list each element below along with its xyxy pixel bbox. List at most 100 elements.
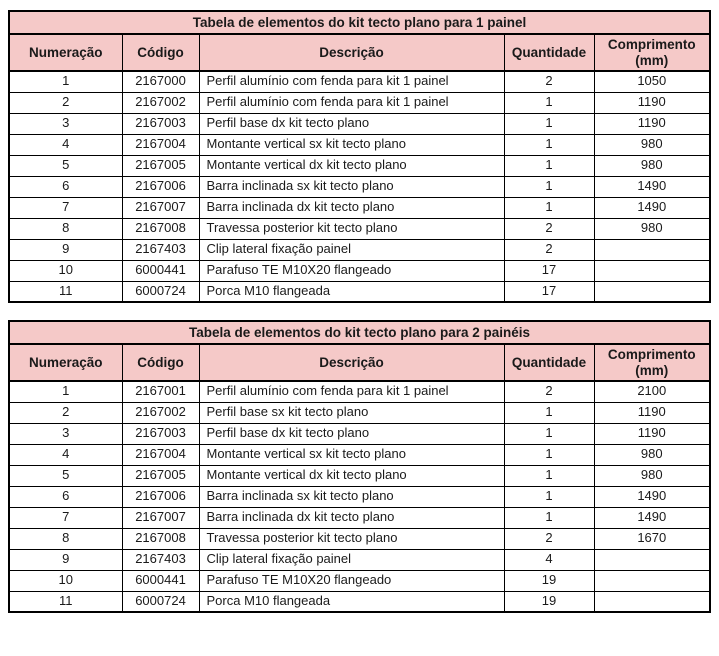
cell-codigo: 2167005 [121, 154, 200, 177]
cell-codigo: 2167002 [121, 91, 200, 114]
cell-comprimento: 1490 [593, 506, 711, 529]
cell-comprimento [593, 548, 711, 571]
table-header-row: Numeração Código Descrição Quantidade Co… [8, 33, 711, 72]
cell-quantidade: 2 [503, 217, 595, 240]
column-header-comprimento: Comprimento (mm) [593, 343, 711, 382]
cell-comprimento [593, 259, 711, 282]
cell-quantidade: 1 [503, 443, 595, 466]
cell-descricao: Barra inclinada dx kit tecto plano [198, 196, 505, 219]
cell-comprimento: 1190 [593, 91, 711, 114]
cell-codigo: 2167003 [121, 112, 200, 135]
table-row: 1 2167000 Perfil alumínio com fenda para k… [8, 70, 711, 93]
cell-descricao: Travessa posterior kit tecto plano [198, 527, 505, 550]
cell-quantidade: 1 [503, 133, 595, 156]
column-header-codigo: Código [121, 343, 200, 382]
cell-quantidade: 2 [503, 70, 595, 93]
table-row: 3 2167003 Perfil base dx kit tecto plano 1 1… [8, 422, 711, 445]
cell-quantidade: 1 [503, 464, 595, 487]
cell-quantidade: 1 [503, 196, 595, 219]
cell-descricao: Travessa posterior kit tecto plano [198, 217, 505, 240]
table-row: 10 6000441 Parafuso TE M10X20 flangeado 19 [8, 569, 711, 592]
cell-codigo: 2167008 [121, 527, 200, 550]
cell-codigo: 6000441 [121, 569, 200, 592]
table-row: 8 2167008 Travessa posterior kit tecto pla… [8, 527, 711, 550]
cell-numeracao: 7 [8, 196, 123, 219]
cell-comprimento: 1190 [593, 401, 711, 424]
table-row: 3 2167003 Perfil base dx kit tecto plano 1 1… [8, 112, 711, 135]
cell-descricao: Porca M10 flangeada [198, 280, 505, 303]
cell-comprimento: 1190 [593, 422, 711, 445]
cell-numeracao: 10 [8, 569, 123, 592]
cell-codigo: 2167005 [121, 464, 200, 487]
cell-comprimento: 1190 [593, 112, 711, 135]
cell-numeracao: 2 [8, 401, 123, 424]
cell-quantidade: 1 [503, 154, 595, 177]
table-row: 11 6000724 Porca M10 flangeada 17 [8, 280, 711, 303]
cell-codigo: 2167003 [121, 422, 200, 445]
cell-descricao: Parafuso TE M10X20 flangeado [198, 259, 505, 282]
cell-numeracao: 1 [8, 380, 123, 403]
cell-quantidade: 17 [503, 280, 595, 303]
cell-codigo: 2167004 [121, 133, 200, 156]
cell-quantidade: 4 [503, 548, 595, 571]
cell-codigo: 2167000 [121, 70, 200, 93]
cell-descricao: Perfil base dx kit tecto plano [198, 422, 505, 445]
table-row: 10 6000441 Parafuso TE M10X20 flangeado 17 [8, 259, 711, 282]
column-header-quantidade: Quantidade [503, 343, 595, 382]
table-row: 7 2167007 Barra inclinada dx kit tecto pla… [8, 506, 711, 529]
cell-quantidade: 2 [503, 238, 595, 261]
cell-descricao: Barra inclinada dx kit tecto plano [198, 506, 505, 529]
cell-comprimento [593, 590, 711, 613]
table-row: 7 2167007 Barra inclinada dx kit tecto pla… [8, 196, 711, 219]
table-row: 2 2167002 Perfil base sx kit tecto plano 1 1… [8, 401, 711, 424]
cell-numeracao: 6 [8, 485, 123, 508]
table-row: 5 2167005 Montante vertical dx kit tecto p… [8, 464, 711, 487]
cell-descricao: Clip lateral fixação painel [198, 238, 505, 261]
elements-table-1-painel: Tabela de elementos do kit tecto plano p… [8, 10, 712, 303]
column-header-codigo: Código [121, 33, 200, 72]
cell-numeracao: 8 [8, 217, 123, 240]
cell-comprimento: 1050 [593, 70, 711, 93]
cell-codigo: 2167403 [121, 238, 200, 261]
table-row: 6 2167006 Barra inclinada sx kit tecto pla… [8, 485, 711, 508]
column-header-comprimento: Comprimento (mm) [593, 33, 711, 72]
cell-quantidade: 2 [503, 527, 595, 550]
table-row: 8 2167008 Travessa posterior kit tecto pla… [8, 217, 711, 240]
cell-descricao: Perfil base sx kit tecto plano [198, 401, 505, 424]
cell-numeracao: 5 [8, 154, 123, 177]
column-header-numeracao: Numeração [8, 33, 123, 72]
elements-table-2-paineis: Tabela de elementos do kit tecto plano p… [8, 320, 712, 613]
cell-comprimento: 1670 [593, 527, 711, 550]
cell-comprimento: 980 [593, 217, 711, 240]
cell-codigo: 6000441 [121, 259, 200, 282]
cell-descricao: Montante vertical sx kit tecto plano [198, 443, 505, 466]
cell-comprimento: 1490 [593, 196, 711, 219]
cell-numeracao: 11 [8, 280, 123, 303]
cell-descricao: Perfil alumínio com fenda para kit 1 pai… [198, 70, 505, 93]
cell-comprimento: 1490 [593, 485, 711, 508]
table-title: Tabela de elementos do kit tecto plano p… [8, 10, 711, 35]
cell-descricao: Barra inclinada sx kit tecto plano [198, 175, 505, 198]
kit-table-1-painel: Tabela de elementos do kit tecto plano p… [8, 10, 712, 303]
cell-codigo: 2167007 [121, 196, 200, 219]
cell-descricao: Clip lateral fixação painel [198, 548, 505, 571]
cell-numeracao: 9 [8, 548, 123, 571]
cell-codigo: 6000724 [121, 280, 200, 303]
column-header-numeracao: Numeração [8, 343, 123, 382]
cell-numeracao: 9 [8, 238, 123, 261]
cell-descricao: Perfil base dx kit tecto plano [198, 112, 505, 135]
table-row: 9 2167403 Clip lateral fixação painel 4 [8, 548, 711, 571]
cell-codigo: 2167008 [121, 217, 200, 240]
cell-comprimento [593, 280, 711, 303]
cell-numeracao: 3 [8, 422, 123, 445]
cell-numeracao: 8 [8, 527, 123, 550]
cell-comprimento: 2100 [593, 380, 711, 403]
cell-codigo: 2167004 [121, 443, 200, 466]
cell-descricao: Barra inclinada sx kit tecto plano [198, 485, 505, 508]
cell-quantidade: 1 [503, 112, 595, 135]
cell-numeracao: 4 [8, 133, 123, 156]
cell-descricao: Montante vertical dx kit tecto plano [198, 464, 505, 487]
cell-codigo: 2167007 [121, 506, 200, 529]
cell-descricao: Porca M10 flangeada [198, 590, 505, 613]
